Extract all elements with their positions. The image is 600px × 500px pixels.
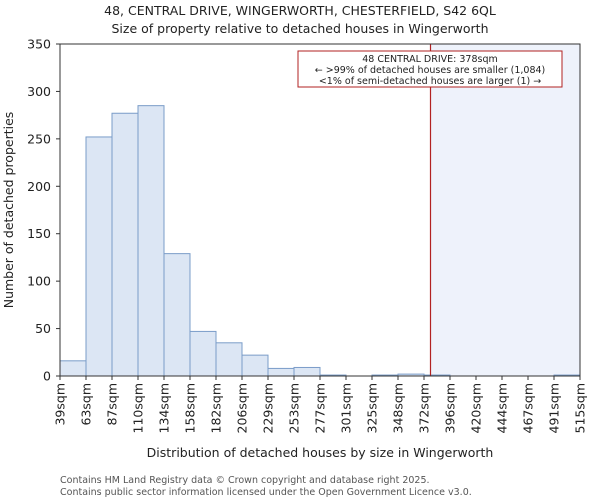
annotation-title: 48 CENTRAL DRIVE: 378sqm — [362, 54, 498, 65]
x-tick-label: 253sqm — [287, 383, 302, 433]
chart-subtitle: Size of property relative to detached ho… — [112, 21, 489, 36]
footer-copyright: Contains HM Land Registry data © Crown c… — [60, 475, 430, 486]
x-tick-label: 206sqm — [235, 383, 250, 433]
x-tick-label: 348sqm — [391, 383, 406, 433]
bar-134sqm — [163, 253, 191, 377]
x-tick-label: 158sqm — [183, 383, 198, 433]
bars-group — [59, 105, 581, 377]
y-axis: 0 50 100 150 200 250 300 350 — [27, 37, 60, 384]
x-tick-label: 277sqm — [313, 383, 328, 433]
bar-206sqm — [241, 354, 269, 377]
x-axis: 39sqm 63sqm 87sqm 110sqm 134sqm 158sqm 182sqm 2… — [53, 376, 588, 433]
x-tick-label: 110sqm — [131, 383, 146, 433]
bar-229sqm — [267, 367, 295, 377]
x-tick-label: 420sqm — [469, 383, 484, 433]
y-tick-label: 50 — [35, 321, 51, 336]
x-tick-label: 182sqm — [209, 383, 224, 433]
highlight-region — [430, 44, 580, 376]
x-tick-label: 87sqm — [105, 383, 120, 426]
x-tick-label: 134sqm — [157, 383, 172, 433]
x-tick-label: 229sqm — [261, 383, 276, 433]
bar-253sqm — [293, 366, 321, 377]
bar-39sqm — [59, 360, 87, 377]
chart-title: 48, CENTRAL DRIVE, WINGERWORTH, CHESTERF… — [104, 3, 496, 18]
y-tick-label: 200 — [27, 179, 51, 194]
x-axis-label: Distribution of detached houses by size … — [147, 445, 494, 460]
footer-licence: Contains public sector information licen… — [60, 487, 472, 498]
x-tick-label: 63sqm — [79, 383, 94, 426]
x-tick-label: 491sqm — [547, 383, 562, 433]
y-tick-label: 250 — [27, 131, 51, 146]
annotation-box: 48 CENTRAL DRIVE: 378sqm ← >99% of detac… — [297, 50, 563, 88]
bar-63sqm — [85, 136, 113, 377]
annotation-smaller: ← >99% of detached houses are smaller (1… — [315, 65, 546, 76]
y-tick-label: 0 — [43, 369, 51, 384]
y-axis-label: Number of detached properties — [1, 112, 16, 309]
y-tick-label: 300 — [27, 84, 51, 99]
x-tick-label: 372sqm — [417, 383, 432, 433]
x-tick-label: 515sqm — [573, 383, 588, 433]
bar-182sqm — [215, 342, 243, 377]
x-tick-label: 396sqm — [443, 383, 458, 433]
x-tick-label: 39sqm — [53, 383, 68, 426]
bar-110sqm — [137, 105, 165, 377]
x-tick-label: 444sqm — [495, 383, 510, 433]
y-tick-label: 350 — [27, 37, 51, 52]
annotation-larger: <1% of semi-detached houses are larger (… — [319, 76, 541, 87]
x-tick-label: 467sqm — [521, 383, 536, 433]
y-tick-label: 100 — [27, 274, 51, 289]
x-tick-label: 325sqm — [365, 383, 380, 433]
bar-158sqm — [189, 330, 217, 377]
x-tick-label: 301sqm — [339, 383, 354, 433]
annotation-frame — [297, 50, 563, 88]
y-tick-label: 150 — [27, 226, 51, 241]
bar-87sqm — [111, 112, 139, 377]
